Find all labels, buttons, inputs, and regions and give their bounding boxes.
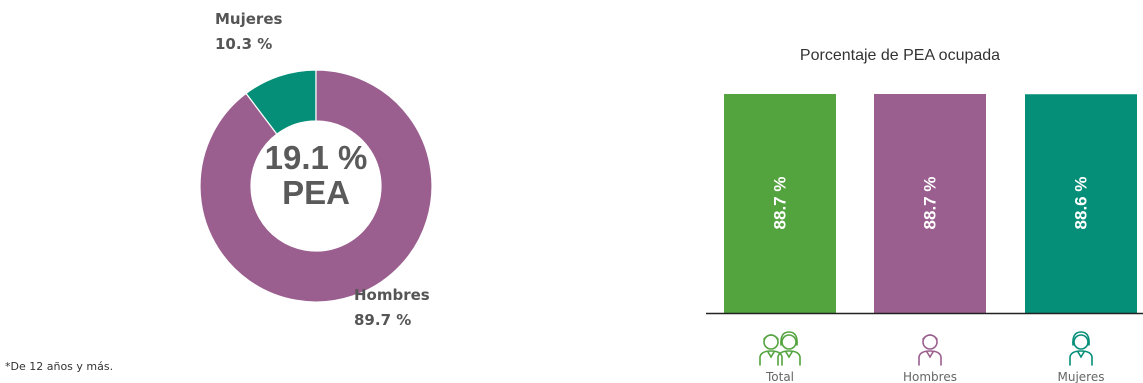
bar-value-label: 88.7 %: [921, 177, 940, 230]
bar-chart-title: Porcentaje de PEA ocupada: [800, 47, 1000, 64]
category-label-hombres: Hombres: [903, 370, 957, 383]
bar-hombres: [874, 94, 986, 313]
donut-center-label: PEA: [282, 174, 350, 211]
footnote: *De 12 años y más.: [5, 360, 114, 373]
bar-chart: Porcentaje de PEA ocupada 88.7 % Total 88.7…: [706, 47, 1143, 383]
woman-icon: [1069, 331, 1093, 366]
donut-center-value: 19.1 %: [265, 139, 368, 176]
donut-chart: 19.1 %PEA Mujeres 10.3 % Hombres 89.7 %: [199, 10, 433, 329]
donut-label-hombres-value: 89.7 %: [354, 311, 411, 329]
donut-label-mujeres-name: Mujeres: [215, 10, 282, 28]
donut-label-mujeres-value: 10.3 %: [215, 35, 272, 53]
bar-total: [724, 94, 836, 313]
bar-mujeres: [1025, 94, 1137, 313]
bar-value-label: 88.7 %: [771, 177, 790, 230]
bar-value-label: 88.6 %: [1072, 177, 1091, 230]
category-label-total: Total: [765, 370, 794, 383]
category-label-mujeres: Mujeres: [1058, 370, 1105, 383]
people-pair-icon: [759, 331, 801, 366]
man-icon: [918, 334, 942, 366]
donut-slice-hombres: [199, 69, 433, 303]
donut-label-hombres-name: Hombres: [354, 286, 430, 304]
